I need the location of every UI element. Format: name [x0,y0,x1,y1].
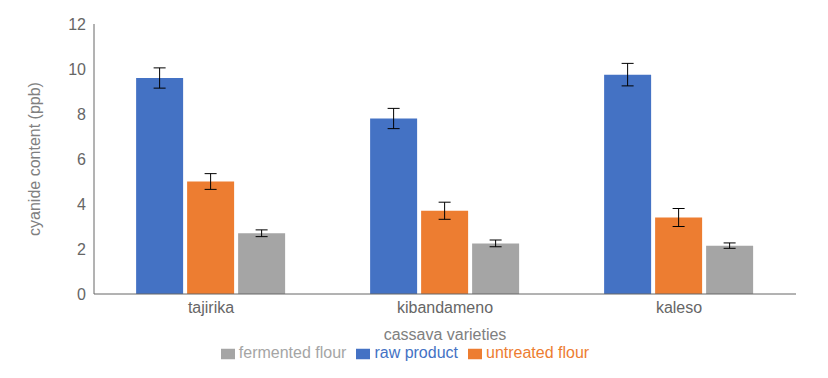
svg-text:cassava varieties: cassava varieties [384,326,507,343]
svg-text:kaleso: kaleso [656,299,702,316]
html-text:fermented flour: fermented flour [238,344,347,361]
svg-text:kibandameno: kibandameno [397,299,493,316]
svg-text:4: 4 [77,196,86,213]
svg-text:cyanide content (ppb): cyanide content (ppb) [26,82,43,236]
svg-text:2: 2 [77,241,86,258]
svg-text:6: 6 [77,151,86,168]
svg-text:10: 10 [68,61,86,78]
html-text:untreated flour: untreated flour [486,344,590,361]
svg-text:12: 12 [68,16,86,33]
svg-text:8: 8 [77,106,86,123]
svg-text:0: 0 [77,286,86,303]
svg-text:tajirika: tajirika [188,299,234,316]
html-text:raw product: raw product [374,344,458,361]
